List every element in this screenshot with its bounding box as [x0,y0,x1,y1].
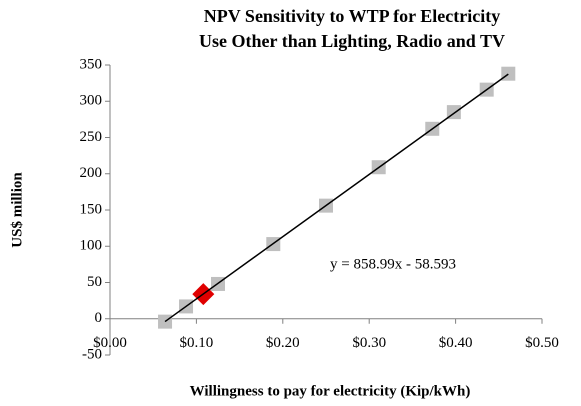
y-tick-label: 100 [80,238,103,254]
y-tick-label: 300 [80,93,103,109]
x-tick-label: $0.00 [93,335,127,351]
point [501,66,516,81]
y-tick-label: 350 [80,56,103,72]
y-tick-label: 200 [80,165,103,181]
y-tick-label: 150 [80,201,103,217]
x-tick-label: $0.40 [439,335,473,351]
x-tick-label: $0.10 [180,335,214,351]
y-tick-label: -50 [82,346,102,362]
point [158,314,173,329]
y-axis-title: US$ million [9,172,25,248]
x-tick-label: $0.20 [266,335,300,351]
chart-title: Use Other than Lighting, Radio and TV [199,31,505,51]
y-tick-label: 50 [87,274,102,290]
chart-title: NPV Sensitivity to WTP for Electricity [204,6,500,26]
trendline-label: y = 858.99x - 58.593 [330,256,456,272]
x-tick-label: $0.30 [352,335,386,351]
x-axis-title: Willingness to pay for electricity (Kip/… [190,383,471,399]
y-tick-label: 250 [80,129,103,145]
y-tick-label: 0 [95,310,103,326]
trendline [164,73,509,323]
x-tick-label: $0.50 [525,335,559,351]
